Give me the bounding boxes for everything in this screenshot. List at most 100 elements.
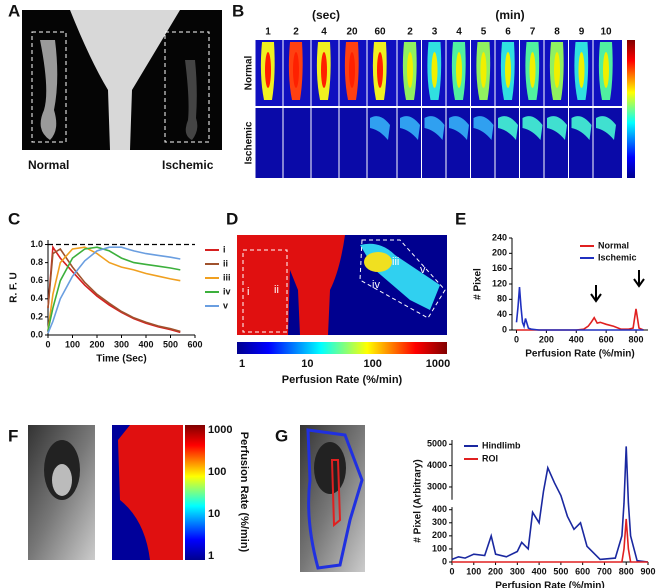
panel-label: E bbox=[455, 209, 466, 228]
y-tick-label: 40 bbox=[497, 309, 507, 319]
image-label: Ischemic bbox=[162, 158, 214, 172]
paw-ischemic bbox=[449, 116, 469, 140]
paw-core bbox=[407, 52, 413, 88]
x-tick-label: 600 bbox=[575, 566, 590, 576]
arrow bbox=[633, 270, 645, 288]
colorbar-tick-label: 100 bbox=[208, 466, 226, 478]
y-tick-label: 0.6 bbox=[30, 275, 43, 285]
time-label: 8 bbox=[554, 27, 560, 38]
y-tick-label: 160 bbox=[492, 263, 507, 273]
x-tick-label: 200 bbox=[89, 339, 104, 349]
roi-label: iii bbox=[392, 256, 399, 268]
time-label: 4 bbox=[321, 27, 327, 38]
colorbar-tick-label: 100 bbox=[363, 358, 381, 370]
panel-label: C bbox=[8, 209, 20, 228]
colorbar bbox=[237, 342, 447, 354]
y-axis-label: # Pixel (Arbitrary) bbox=[413, 459, 424, 542]
x-tick-label: 100 bbox=[65, 339, 80, 349]
image-b-cells bbox=[254, 40, 616, 178]
time-label: 9 bbox=[579, 27, 585, 38]
panel-label: A bbox=[8, 1, 20, 20]
roi-box bbox=[242, 249, 288, 333]
x-tick-label: 900 bbox=[640, 566, 655, 576]
paw-core bbox=[431, 52, 438, 88]
series-line bbox=[515, 287, 644, 331]
paw-core bbox=[603, 52, 609, 88]
y-tick-label: 1.0 bbox=[30, 239, 43, 249]
y-axis-label: # Pixel bbox=[473, 268, 484, 300]
y-tick-label: 0 bbox=[502, 324, 507, 334]
roi-outline bbox=[330, 459, 342, 528]
roi-label: iv bbox=[372, 279, 380, 291]
series-line bbox=[451, 446, 649, 563]
paw-core bbox=[578, 52, 585, 88]
y-tick-label: 240 bbox=[492, 232, 507, 242]
series-line bbox=[47, 244, 181, 334]
perfusion-region bbox=[118, 425, 183, 560]
roi-label: v bbox=[420, 264, 426, 276]
time-label: 6 bbox=[505, 27, 511, 38]
time-unit: (sec) bbox=[312, 8, 340, 22]
y-tick-label: 200 bbox=[492, 248, 507, 258]
x-axis-label: Perfusion Rate (%/min) bbox=[495, 581, 604, 588]
y-tick-label: 0.2 bbox=[30, 311, 43, 321]
panel-label: D bbox=[226, 209, 238, 228]
y-tick-label: 0.4 bbox=[30, 293, 43, 303]
legend-label: Hindlimb bbox=[482, 440, 521, 450]
paw-shape bbox=[52, 464, 72, 496]
x-axis-label: Time (Sec) bbox=[96, 354, 146, 365]
x-tick-label: 300 bbox=[114, 339, 129, 349]
y-tick-label: 3000 bbox=[427, 481, 447, 491]
legend-label: ii bbox=[223, 258, 228, 268]
x-tick-label: 400 bbox=[532, 566, 547, 576]
legend-label: ROI bbox=[482, 453, 498, 463]
y-tick-label: 5000 bbox=[427, 439, 447, 449]
x-tick-label: 200 bbox=[539, 334, 554, 344]
time-label: 3 bbox=[432, 27, 438, 38]
paw-ischemic bbox=[547, 116, 567, 140]
x-tick-label: 300 bbox=[510, 566, 525, 576]
x-tick-label: 700 bbox=[597, 566, 612, 576]
legend-label: Normal bbox=[598, 240, 629, 250]
legend-label: Ischemic bbox=[598, 252, 637, 262]
row-label: Ischemic bbox=[244, 121, 255, 164]
y-tick-label: 100 bbox=[432, 543, 447, 553]
y-tick-label: 400 bbox=[432, 504, 447, 514]
legend-label: v bbox=[223, 300, 228, 310]
time-label: 10 bbox=[600, 27, 612, 38]
paw-core bbox=[505, 52, 511, 88]
paw-core bbox=[480, 52, 487, 88]
y-axis-label: R. F. U bbox=[9, 272, 20, 303]
y-tick-label: 0 bbox=[442, 556, 447, 566]
paw-core bbox=[456, 52, 462, 88]
paw-core bbox=[377, 52, 383, 88]
colorbar bbox=[627, 40, 635, 178]
paw-shape bbox=[185, 60, 198, 140]
time-label: 60 bbox=[374, 27, 386, 38]
y-tick-label: 0.0 bbox=[30, 329, 43, 339]
series-line bbox=[452, 518, 648, 563]
time-label: 7 bbox=[530, 27, 536, 38]
image-b-ischemic bbox=[255, 108, 622, 178]
panel-label: F bbox=[8, 426, 18, 445]
x-tick-label: 800 bbox=[629, 334, 644, 344]
colorbar bbox=[185, 425, 205, 560]
x-tick-label: 0 bbox=[514, 334, 519, 344]
series-line bbox=[516, 308, 644, 331]
colorbar-tick-label: 1000 bbox=[426, 358, 450, 370]
colorbar-label: Perfusion Rate (%/min) bbox=[238, 432, 250, 553]
paw-ischemic bbox=[522, 116, 543, 140]
y-tick-label: 80 bbox=[497, 294, 507, 304]
time-label: 4 bbox=[456, 27, 462, 38]
legend-label: i bbox=[223, 244, 226, 254]
panel-label: B bbox=[232, 1, 244, 20]
series-line bbox=[47, 247, 181, 333]
x-tick-label: 600 bbox=[187, 339, 202, 349]
time-unit: (min) bbox=[495, 8, 524, 22]
paw-core bbox=[293, 52, 299, 88]
y-tick-label: 4000 bbox=[427, 460, 447, 470]
paw-shape bbox=[314, 442, 346, 494]
roi-box bbox=[31, 31, 67, 143]
